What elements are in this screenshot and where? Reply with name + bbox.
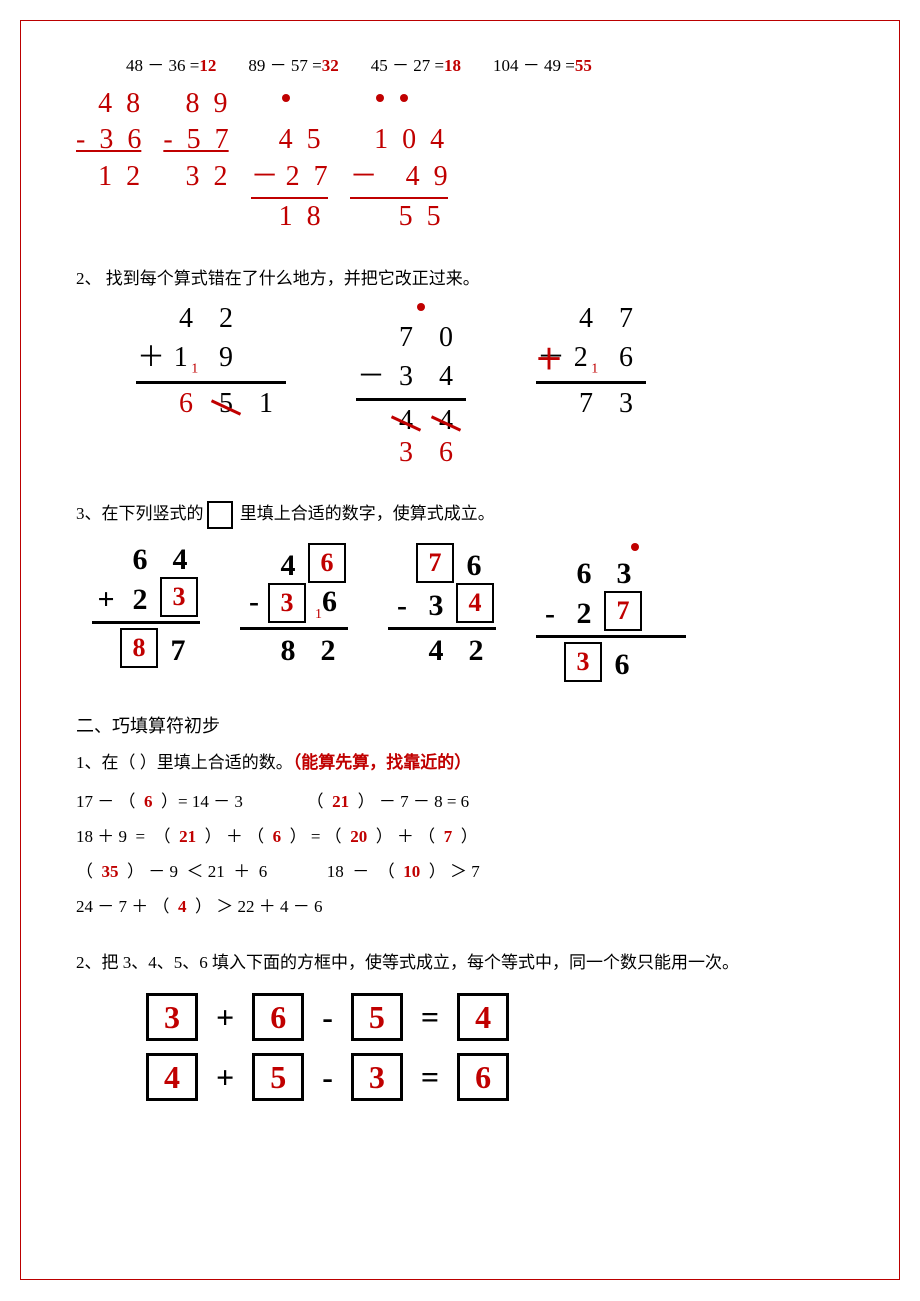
answer-box: 8 xyxy=(120,628,158,668)
answer-box: 5 xyxy=(252,1053,304,1101)
section-2-title: 二、巧填算符初步 xyxy=(76,712,844,738)
vert-3: 4 5 － 2 7 1 8 xyxy=(251,86,328,236)
eq-3: 45 － 27 =18 xyxy=(371,51,461,76)
borrow-dot xyxy=(282,94,290,102)
p3-item-2: 46 -316 82 xyxy=(240,543,348,682)
borrow-dot xyxy=(400,94,408,102)
section-2-q1: 1、在（ ）里填上合适的数。（能算先算，找靠近的） xyxy=(76,748,844,773)
answer-box: 6 xyxy=(308,543,346,583)
carry-mark: 1 xyxy=(315,607,322,622)
answer-box: 4 xyxy=(457,993,509,1041)
fill-line-2: 18 ＋ 9 = （ 21 ） ＋ （ 6 ） = （ 20 ） ＋ （ 7 ） xyxy=(76,822,844,847)
answer-box: 3 xyxy=(160,577,198,617)
fill-blank-block: 17 － （ 6 ）= 14 － 3 （ 21 ） － 7 － 8 = 6 18… xyxy=(76,787,844,917)
p3-item-3: 76 -34 42 xyxy=(388,543,496,682)
p2-item-3: 47 －＋2 16 73 xyxy=(536,303,646,469)
answer-box: 3 xyxy=(268,583,306,623)
p3-item-1: 64 +23 87 xyxy=(92,543,200,682)
borrow-dot xyxy=(417,303,425,311)
box-equation-1: 3 + 6 - 5 = 4 xyxy=(146,993,844,1041)
borrow-dot xyxy=(376,94,384,102)
answer-box: 7 xyxy=(604,591,642,631)
carry-mark: 1 xyxy=(188,361,199,376)
vertical-workings: 4 8 - 3 6 1 2 8 9 - 5 7 3 2 4 5 － 2 7 1 … xyxy=(76,86,844,236)
problem-3-row: 64 +23 87 46 -316 82 76 -34 42 63 -27 36 xyxy=(92,543,844,682)
correction-plus: ＋ xyxy=(535,338,563,378)
equation-row: 48 － 36 =12 89 － 57 =32 45 － 27 =18 104 … xyxy=(126,51,844,76)
borrow-dot xyxy=(631,543,639,551)
answer-box: 4 xyxy=(456,583,494,623)
question-2: 2、 找到每个算式错在了什么地方，并把它改正过来。 xyxy=(76,264,844,289)
answer-box: 5 xyxy=(351,993,403,1041)
box-icon xyxy=(207,501,233,529)
answer-box: 7 xyxy=(416,543,454,583)
problem-2-row: 42 ＋1 19 651 70 －34 44 36 47 －＋2 16 73 xyxy=(136,303,844,469)
fill-line-4: 24 － 7 ＋ （ 4 ） ＞ 22 ＋ 4 － 6 xyxy=(76,892,844,917)
question-3: 3、在下列竖式的 里填上合适的数字，使算式成立。 xyxy=(76,499,844,529)
fill-line-1: 17 － （ 6 ）= 14 － 3 （ 21 ） － 7 － 8 = 6 xyxy=(76,787,844,812)
answer-box: 3 xyxy=(564,642,602,682)
vert-4: 1 0 4 － 4 9 5 5 xyxy=(350,86,448,236)
eq-2: 89 － 57 =32 xyxy=(248,51,338,76)
eq-4: 104 － 49 =55 xyxy=(493,51,592,76)
answer-box: 6 xyxy=(252,993,304,1041)
vert-2: 8 9 - 5 7 3 2 xyxy=(163,86,228,236)
p3-item-4: 63 -27 36 xyxy=(536,543,686,682)
carry-mark: 1 xyxy=(588,361,599,376)
answer-box: 3 xyxy=(351,1053,403,1101)
p2-item-2: 70 －34 44 36 xyxy=(356,303,466,469)
eq-1: 48 － 36 =12 xyxy=(126,51,216,76)
answer-box: 6 xyxy=(457,1053,509,1101)
fill-line-3: （ 35 ） － 9 ＜ 21 ＋ 6 18 － （ 10 ） ＞ 7 xyxy=(76,857,844,882)
page: 48 － 36 =12 89 － 57 =32 45 － 27 =18 104 … xyxy=(20,20,900,1280)
box-equation-2: 4 + 5 - 3 = 6 xyxy=(146,1053,844,1101)
answer-box: 4 xyxy=(146,1053,198,1101)
answer-box: 3 xyxy=(146,993,198,1041)
vert-1: 4 8 - 3 6 1 2 xyxy=(76,86,141,236)
section-2-q2: 2、把 3、4、5、6 填入下面的方框中，使等式成立，每个等式中，同一个数只能用… xyxy=(76,947,844,979)
p2-item-1: 42 ＋1 19 651 xyxy=(136,303,286,469)
